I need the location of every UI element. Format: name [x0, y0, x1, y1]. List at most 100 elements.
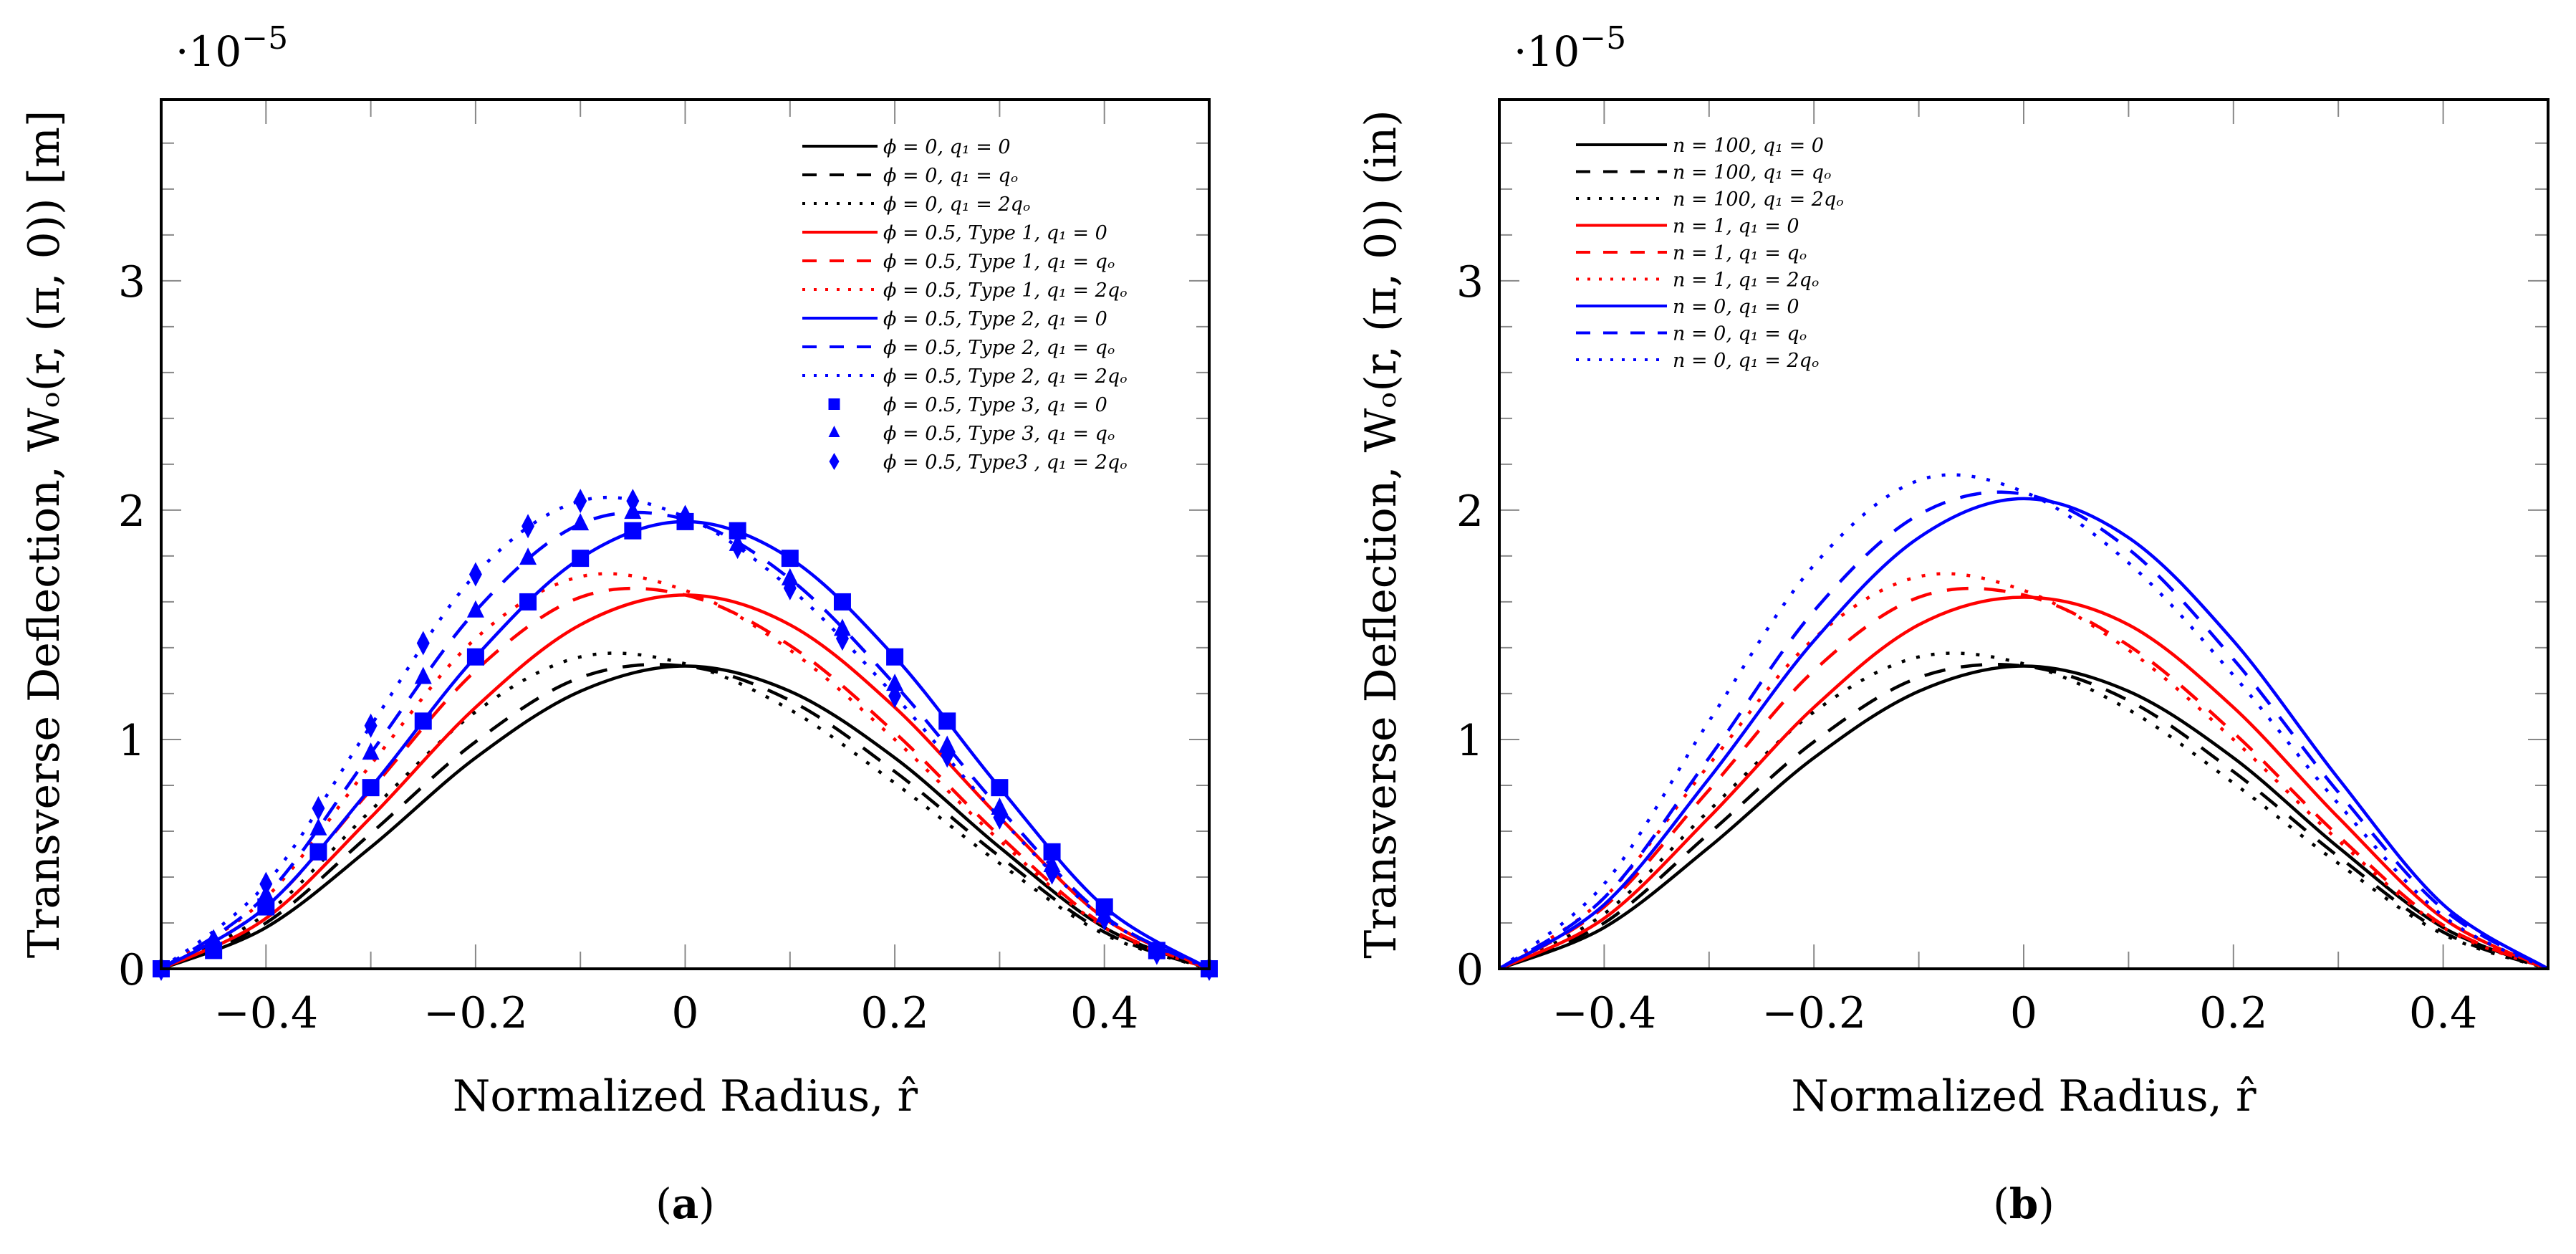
- square-marker: [886, 648, 904, 666]
- caption-letter: b: [2009, 1179, 2039, 1228]
- diamond-marker: [574, 489, 587, 514]
- y-exponent-label: ·10−5: [176, 20, 288, 76]
- legend: ϕ = 0, q₁ = 0 ϕ = 0, q₁ = qₒ ϕ = 0, q₁ = 2…: [802, 136, 1128, 474]
- chart-panel-a: −0.4 −0.2 0 0.2 0.4 0 1 2 3 ·10−5 Normalized Radiu…: [19, 20, 1218, 1228]
- series-line-8: [1498, 473, 2549, 971]
- diamond-marker: [1150, 940, 1163, 965]
- panel-caption: (a): [655, 1179, 715, 1228]
- exponent-power: −5: [241, 20, 288, 57]
- legend-entry: ϕ = 0, q₁ = 0: [802, 136, 1011, 158]
- triangle-marker: [886, 674, 904, 691]
- series-line-3: [160, 593, 1210, 971]
- diamond-marker: [207, 929, 221, 954]
- x-axis-label: Normalized Radius, r̂: [1791, 1071, 2256, 1121]
- diamond-marker: [468, 562, 482, 587]
- series-line-4: [1498, 586, 2549, 971]
- square-marker: [624, 522, 642, 540]
- legend-entry: n = 0, q₁ = qₒ: [1576, 323, 1807, 345]
- legend-label: ϕ = 0.5, Type 2, q₁ = 0: [883, 308, 1107, 330]
- series-line-7: [160, 510, 1211, 971]
- y-tick-label: 1: [1456, 716, 1484, 766]
- y-tick-label: 2: [118, 487, 145, 537]
- legend-label: n = 1, q₁ = 0: [1673, 216, 1799, 238]
- series-line-5: [1498, 572, 2549, 971]
- x-tick-label: 0: [2010, 988, 2037, 1038]
- diamond-marker: [941, 743, 954, 768]
- series-line-2: [1498, 651, 2549, 971]
- legend-label: ϕ = 0.5, Type 2, q₁ = qₒ: [883, 337, 1115, 359]
- triangle-marker: [519, 547, 537, 565]
- legend-label: n = 0, q₁ = qₒ: [1673, 323, 1807, 345]
- caption-paren: ): [698, 1179, 715, 1228]
- y-tick-label: 3: [1456, 257, 1484, 307]
- series-line-5: [160, 572, 1210, 971]
- legend-entry: ϕ = 0, q₁ = 2qₒ: [802, 193, 1030, 216]
- diamond-marker: [522, 514, 535, 539]
- y-exponent-label: ·10−5: [1514, 20, 1626, 76]
- legend-label: n = 100, q₁ = qₒ: [1673, 162, 1831, 184]
- legend-entry: ϕ = 0, q₁ = qₒ: [802, 165, 1018, 187]
- legend-label: ϕ = 0, q₁ = 0: [883, 136, 1011, 158]
- x-tick-label: −0.2: [1762, 988, 1866, 1038]
- legend-square-marker: [828, 398, 840, 410]
- series-line-6: [1498, 497, 2549, 970]
- triangle-marker: [466, 600, 484, 618]
- diamond-marker: [364, 713, 378, 738]
- legend-entry: n = 1, q₁ = qₒ: [1576, 242, 1807, 264]
- caption-letter: a: [672, 1179, 699, 1228]
- legend-entry: ϕ = 0.5, Type 1, q₁ = 0: [802, 222, 1107, 244]
- square-marker: [309, 843, 327, 861]
- series-line-6: [160, 520, 1211, 970]
- diamond-marker: [416, 631, 430, 656]
- caption-paren: (: [1993, 1179, 2009, 1228]
- square-marker: [938, 712, 956, 730]
- y-axis-label: Transverse Deflection, Wₒ(r, (π, 0)) [m]: [19, 110, 69, 959]
- legend-entry: n = 1, q₁ = 2qₒ: [1576, 269, 1819, 292]
- caption-paren: ): [2038, 1179, 2054, 1228]
- diamond-marker: [678, 504, 692, 530]
- square-marker: [781, 550, 799, 568]
- square-marker: [466, 648, 484, 666]
- legend-entry: n = 100, q₁ = qₒ: [1576, 162, 1831, 184]
- legend-label: ϕ = 0.5, Type 1, q₁ = qₒ: [883, 251, 1115, 273]
- axes-frame: [160, 98, 1211, 970]
- y-tick-label: 0: [1456, 945, 1484, 995]
- legend-label: ϕ = 0.5, Type 1, q₁ = 0: [883, 222, 1107, 244]
- legend-label: n = 0, q₁ = 2qₒ: [1673, 350, 1819, 372]
- exponent-base: ·10: [176, 27, 241, 76]
- y-tick-label: 0: [118, 945, 145, 995]
- square-marker: [833, 593, 851, 611]
- legend-entry: n = 0, q₁ = 2qₒ: [1576, 350, 1819, 372]
- diamond-marker: [1045, 860, 1059, 885]
- diamond-marker: [888, 684, 902, 709]
- x-tick-label: 0.4: [2409, 988, 2477, 1038]
- x-tick-label: 0.2: [860, 988, 928, 1038]
- legend-entry: n = 0, q₁ = 0: [1576, 296, 1799, 318]
- x-tick-label: 0.4: [1070, 988, 1138, 1038]
- legend: n = 100, q₁ = 0 n = 100, q₁ = qₒ n = 100, …: [1576, 135, 1844, 372]
- legend-label: n = 100, q₁ = 0: [1673, 135, 1824, 157]
- diamond-marker: [1097, 906, 1111, 931]
- square-marker: [572, 550, 590, 568]
- x-tick-label: −0.2: [423, 988, 528, 1038]
- x-tick-label: 0.2: [2199, 988, 2267, 1038]
- caption-paren: (: [655, 1179, 672, 1228]
- legend-entry: ϕ = 0.5, Type 1, q₁ = qₒ: [802, 251, 1115, 273]
- triangle-marker: [309, 818, 327, 836]
- diamond-marker: [626, 489, 640, 514]
- legend-label: n = 100, q₁ = 2qₒ: [1673, 188, 1844, 211]
- legend-entry: ϕ = 0.5, Type 3, q₁ = qₒ: [828, 423, 1115, 445]
- exponent-base: ·10: [1514, 27, 1580, 76]
- y-tick-label: 1: [118, 716, 145, 766]
- series-line-4: [160, 586, 1210, 971]
- legend-entry: ϕ = 0.5, Type 3, q₁ = 0: [828, 394, 1107, 416]
- legend-label: n = 1, q₁ = qₒ: [1673, 242, 1807, 264]
- y-axis-label: Transverse Deflection, Wₒ(r, (π, 0)) (in…: [1356, 110, 1406, 958]
- panel-caption: (b): [1993, 1179, 2054, 1228]
- x-tick-label: −0.4: [213, 988, 318, 1038]
- diamond-marker: [993, 805, 1006, 830]
- series-line-0: [1499, 664, 2549, 971]
- legend-entry: ϕ = 0.5, Type 2, q₁ = 0: [802, 308, 1107, 330]
- legend-entry: ϕ = 0.5, Type 2, q₁ = qₒ: [802, 337, 1115, 359]
- diamond-marker: [259, 871, 273, 896]
